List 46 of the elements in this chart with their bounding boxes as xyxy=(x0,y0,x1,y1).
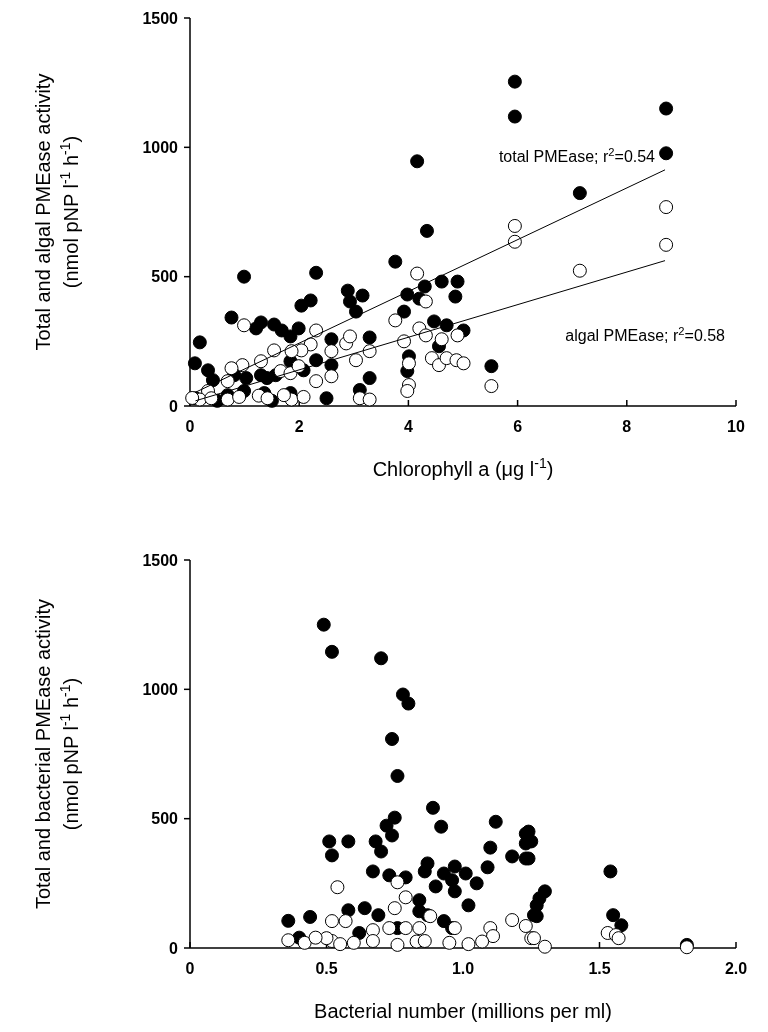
x-tick-label: 4 xyxy=(403,418,413,435)
point xyxy=(297,935,312,950)
point xyxy=(418,294,433,309)
x-tick-label: 0.5 xyxy=(315,960,338,977)
point xyxy=(450,328,465,343)
point xyxy=(390,937,405,952)
y-tick-label: 500 xyxy=(151,810,179,828)
point xyxy=(260,391,275,406)
point xyxy=(276,388,291,403)
x-axis-title: Chlorophyll a (μg l$^{-1}$) xyxy=(372,455,554,480)
x-tick-label: 10 xyxy=(727,418,745,435)
point xyxy=(486,929,501,944)
point xyxy=(232,389,247,404)
point xyxy=(401,356,416,371)
point xyxy=(390,875,405,890)
point xyxy=(456,356,471,371)
y-tick-label: 1500 xyxy=(142,9,179,27)
y-tick-label: 1500 xyxy=(142,551,179,569)
x-tick-label: 6 xyxy=(513,418,523,435)
x-tick-label: 0 xyxy=(185,960,195,977)
point xyxy=(284,344,299,359)
point xyxy=(417,934,432,949)
y-tick-label: 1000 xyxy=(142,138,179,156)
y-tick-label: 0 xyxy=(169,397,179,415)
x-tick-label: 2.0 xyxy=(724,960,748,977)
point xyxy=(434,332,449,347)
y-tick-label: 500 xyxy=(151,268,179,286)
point xyxy=(537,939,552,954)
point xyxy=(382,921,397,936)
point xyxy=(333,937,348,952)
point xyxy=(461,937,476,952)
y-tick-label: 1000 xyxy=(142,680,179,698)
x-tick-label: 2 xyxy=(294,418,304,435)
point xyxy=(224,361,239,376)
x-tick-label: 1.5 xyxy=(588,960,611,977)
point xyxy=(400,384,415,398)
text: algal PMEase; r$^{2}$=0.58 xyxy=(565,324,726,344)
point xyxy=(342,329,357,344)
series-label: total PMEase; r$^{2}$=0.54 xyxy=(498,145,656,165)
point xyxy=(220,392,235,407)
x-tick-label: 1.0 xyxy=(451,960,475,977)
x-tick-label: 8 xyxy=(622,418,632,435)
y-tick-label: 0 xyxy=(169,939,179,957)
x-axis-title: Bacterial number (millions per ml) xyxy=(314,1000,612,1022)
x-tick-label: 0 xyxy=(185,418,195,435)
point xyxy=(398,921,413,936)
